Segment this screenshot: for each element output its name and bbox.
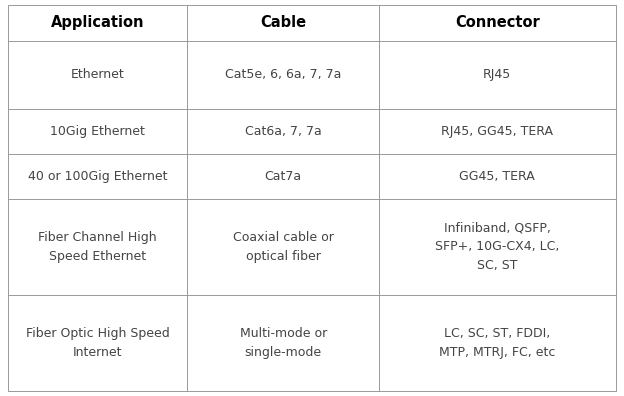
Text: Cat5e, 6, 6a, 7, 7a: Cat5e, 6, 6a, 7, 7a (225, 69, 341, 82)
Bar (8, 5, 616, 40)
Text: Infiniband, QSFP,
SFP+, 10G-CX4, LC,
SC, ST: Infiniband, QSFP, SFP+, 10G-CX4, LC, SC,… (435, 221, 560, 272)
Text: Fiber Channel High
Speed Ethernet: Fiber Channel High Speed Ethernet (39, 231, 157, 263)
Text: 40 or 100Gig Ethernet: 40 or 100Gig Ethernet (28, 170, 167, 183)
Bar (8, 199, 616, 295)
Text: Connector: Connector (455, 15, 540, 30)
Bar (8, 109, 616, 154)
Bar (8, 40, 616, 109)
Text: Application: Application (51, 15, 145, 30)
Text: GG45, TERA: GG45, TERA (459, 170, 535, 183)
Bar (8, 154, 616, 199)
Text: Fiber Optic High Speed
Internet: Fiber Optic High Speed Internet (26, 327, 170, 359)
Text: Cable: Cable (260, 15, 306, 30)
Text: LC, SC, ST, FDDI,
MTP, MTRJ, FC, etc: LC, SC, ST, FDDI, MTP, MTRJ, FC, etc (439, 327, 555, 359)
Bar (8, 295, 616, 391)
Text: Multi-mode or
single-mode: Multi-mode or single-mode (240, 327, 327, 359)
Text: 10Gig Ethernet: 10Gig Ethernet (51, 125, 145, 138)
Text: Coaxial cable or
optical fiber: Coaxial cable or optical fiber (233, 231, 334, 263)
Text: Ethernet: Ethernet (71, 69, 125, 82)
Text: Cat7a: Cat7a (265, 170, 301, 183)
Text: Cat6a, 7, 7a: Cat6a, 7, 7a (245, 125, 321, 138)
Text: RJ45: RJ45 (483, 69, 512, 82)
Text: RJ45, GG45, TERA: RJ45, GG45, TERA (441, 125, 553, 138)
